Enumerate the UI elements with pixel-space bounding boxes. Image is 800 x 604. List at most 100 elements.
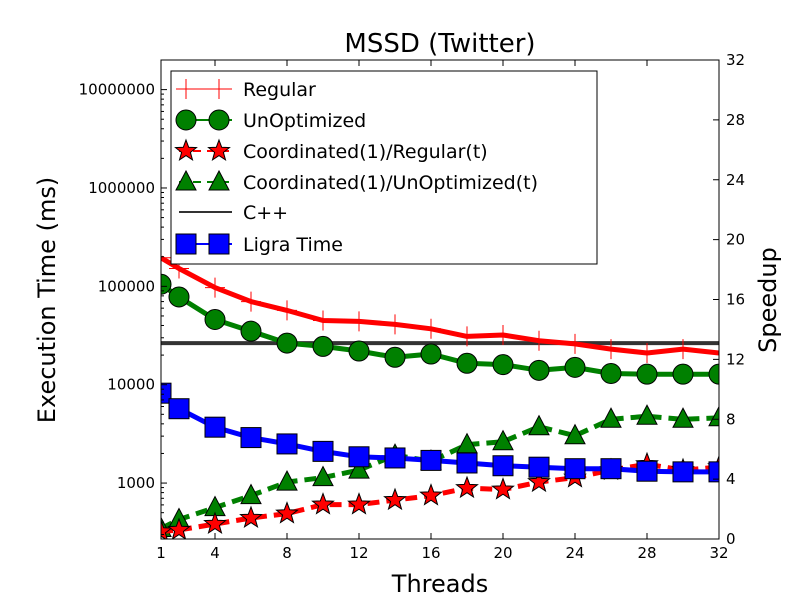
legend-marker [174,138,198,162]
data-point [312,335,334,357]
chart-title: MSSD (Twitter) [344,29,535,59]
data-point [672,407,694,428]
legend-marker [209,79,229,99]
ticks-layer: 1 4 8 12 16 20 24 28 32 1000 10000 100000 1000000 100… [79,51,745,562]
data-point [420,343,442,365]
data-point [491,477,515,500]
data-point [492,354,514,376]
data-point [455,475,479,499]
data-point [600,362,622,384]
series-Regular [161,247,719,364]
data-point [205,277,225,298]
y2-tick-label: 16 [726,291,745,309]
data-point [276,433,298,455]
y2-tick-label: 4 [726,470,736,488]
legend-marker [208,109,230,131]
y-tick-label: 100000 [98,277,155,295]
y2-tick-label: 8 [726,410,736,428]
y2-tick-label: 32 [726,51,745,69]
legend-label: Ligra Time [243,234,343,256]
y2-axis-label: Speedup [754,247,782,353]
series-Ligra Time [161,382,719,483]
data-point [383,487,407,511]
data-point [204,309,226,331]
legend-marker [175,233,197,255]
y-tick-label: 10000 [107,376,155,394]
data-point [240,427,262,449]
data-point [348,446,370,468]
data-point [564,423,586,445]
y-tick-label: 1000 [117,474,155,492]
data-point [240,483,262,505]
data-point [636,363,658,385]
data-point [708,461,719,483]
data-point [637,343,657,364]
data-point [167,517,191,539]
y2-tick-label: 28 [726,111,745,129]
data-point [672,363,694,385]
data-point [421,318,441,339]
data-point [312,440,334,462]
data-point [493,325,513,346]
legend-box [170,70,598,265]
x-tick-label: 16 [421,544,440,562]
x-tick-label: 8 [282,544,292,562]
data-point [601,339,621,360]
x-tick-label: 28 [637,544,656,562]
data-point [564,356,586,378]
x-axis-label: Threads [391,570,488,598]
data-point [528,359,550,381]
data-point [241,291,261,312]
legend-label: C++ [243,202,288,224]
data-point [636,404,658,425]
data-point [161,247,171,268]
data-point [348,458,370,479]
data-point [600,458,622,480]
data-point [276,332,298,354]
data-point [564,458,586,480]
data-point [565,333,585,354]
data-point [276,470,298,491]
y2-tick-label: 12 [726,350,745,368]
legend-label: Coordinated(1)/Regular(t) [243,141,488,163]
data-point [636,460,658,482]
data-point [385,314,405,335]
data-point [348,340,370,362]
y-tick-label: 1000000 [88,179,155,197]
legend-marker [208,169,230,191]
y2-tick-label: 20 [726,231,745,249]
legend: Regular UnOptimized Coordinated(1)/Regular… [170,70,598,265]
data-point [527,469,551,493]
data-point [313,310,333,331]
data-point [384,447,406,469]
data-point [457,326,477,347]
data-point [419,483,443,506]
data-point [709,343,719,364]
data-point [277,300,297,321]
data-point [168,398,190,420]
x-tick-label: 4 [210,544,220,562]
legend-marker [175,109,197,131]
x-tick-label: 24 [565,544,584,562]
data-point [456,352,478,374]
data-point [239,505,263,529]
data-point [347,492,371,515]
x-tick-label: 32 [709,544,728,562]
data-point [161,382,172,404]
data-point [673,339,693,360]
data-point [420,449,442,471]
data-point [708,363,719,385]
legend-marker [207,138,231,162]
series-line [161,413,719,531]
x-tick-label: 20 [493,544,512,562]
legend-label: UnOptimized [243,110,366,132]
data-point [204,416,226,438]
data-point [240,320,262,342]
data-point [708,405,719,427]
data-point [312,465,334,487]
y-tick-label: 10000000 [79,81,155,99]
data-point [492,455,514,477]
legend-marker [176,79,196,99]
data-point [168,286,190,308]
